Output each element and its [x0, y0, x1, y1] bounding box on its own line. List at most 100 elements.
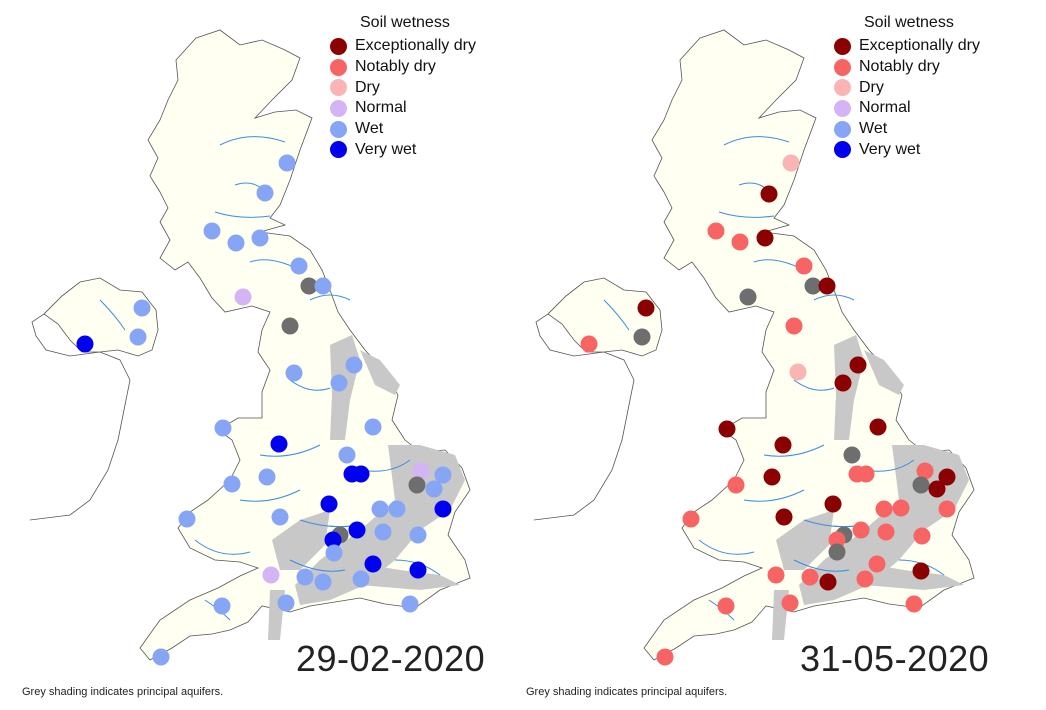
site-dot — [408, 476, 426, 494]
site-dot — [425, 480, 443, 498]
site-dot — [852, 521, 870, 539]
site-dot — [707, 222, 725, 240]
site-dot — [281, 317, 299, 335]
legend-dot-icon — [330, 99, 347, 117]
site-dot — [849, 356, 867, 374]
site-dot — [203, 222, 221, 240]
site-dot — [856, 570, 874, 588]
site-dot — [277, 594, 295, 612]
site-dot — [767, 566, 785, 584]
site-dot — [580, 335, 598, 353]
legend: Soil wetness Exceptionally dry Notably d… — [330, 14, 510, 160]
site-dot — [409, 526, 427, 544]
site-dot — [129, 328, 147, 346]
site-dot — [178, 510, 196, 528]
river — [718, 211, 775, 218]
northern-ireland — [547, 277, 663, 357]
river — [813, 294, 855, 301]
river — [214, 211, 271, 218]
legend-item-exceptionally-dry: Exceptionally dry — [834, 36, 1014, 57]
legend-item-dry: Dry — [834, 77, 1014, 98]
site-dot — [364, 555, 382, 573]
legend-item-very-wet: Very wet — [834, 139, 1014, 160]
site-dot — [434, 500, 452, 518]
site-dot — [843, 446, 861, 464]
site-dot — [756, 229, 774, 247]
site-dot — [912, 562, 930, 580]
site-dot — [804, 277, 822, 295]
site-dot — [739, 288, 757, 306]
ireland-coast — [29, 295, 131, 521]
site-dot — [875, 500, 893, 518]
site-dot — [330, 374, 348, 392]
legend-dot-icon — [834, 141, 851, 159]
legend-item-normal: Normal — [330, 98, 510, 119]
site-dot — [338, 446, 356, 464]
site-dot — [412, 462, 430, 480]
aquifer-shading — [776, 510, 834, 570]
site-dot — [801, 568, 819, 586]
site-dot — [795, 257, 813, 275]
aquifer-shading — [272, 510, 330, 570]
river — [219, 136, 286, 146]
site-dot — [731, 233, 749, 251]
site-dot — [300, 277, 318, 295]
great-britain — [139, 29, 471, 661]
site-dot — [262, 566, 280, 584]
site-dot — [133, 299, 151, 317]
site-dot — [785, 317, 803, 335]
aquifer-shading — [864, 350, 904, 395]
site-dot — [916, 462, 934, 480]
site-dot — [656, 648, 674, 666]
site-dot — [633, 328, 651, 346]
legend-item-notably-dry: Notably dry — [834, 57, 1014, 78]
site-dot — [727, 476, 745, 494]
legend-dot-icon — [330, 120, 347, 138]
aquifer-caption: Grey shading indicates principal aquifer… — [22, 686, 224, 698]
legend-dot-icon — [330, 58, 347, 76]
site-dot — [938, 468, 956, 486]
river — [289, 379, 331, 391]
site-dot — [296, 568, 314, 586]
site-dot — [828, 531, 846, 549]
site-dot — [763, 468, 781, 486]
site-dot — [781, 594, 799, 612]
legend-item-wet: Wet — [834, 119, 1014, 140]
site-dot — [256, 184, 274, 202]
site-dot — [912, 476, 930, 494]
map-date: 31-05-2020 — [800, 638, 990, 679]
river — [99, 299, 126, 331]
site-dot — [285, 364, 303, 382]
site-dot — [214, 419, 232, 437]
site-dot — [409, 561, 427, 579]
site-dot — [314, 573, 332, 591]
site-dot — [76, 335, 94, 353]
site-dot — [223, 475, 241, 493]
legend-item-very-wet: Very wet — [330, 139, 510, 160]
river — [743, 489, 805, 502]
legend: Soil wetness Exceptionally dry Notably d… — [834, 14, 1014, 160]
site-dot — [324, 531, 342, 549]
legend-dot-icon — [330, 141, 347, 159]
site-dot — [892, 499, 910, 517]
legend-item-dry: Dry — [330, 77, 510, 98]
site-dot — [314, 277, 332, 295]
site-dot — [782, 154, 800, 172]
map-panel-feb: Soil wetness Exceptionally dry Notably d… — [22, 14, 510, 698]
site-dot — [388, 500, 406, 518]
legend-item-normal: Normal — [834, 98, 1014, 119]
legend-dot-icon — [834, 99, 851, 117]
legend-item-wet: Wet — [330, 119, 510, 140]
legend-dot-icon — [834, 58, 851, 76]
site-dot — [227, 234, 245, 252]
northern-ireland — [43, 277, 159, 357]
site-dot — [824, 495, 842, 513]
site-dot — [320, 495, 338, 513]
site-dot — [348, 521, 366, 539]
site-dot — [401, 595, 419, 613]
legend-dot-icon — [330, 37, 347, 55]
site-dot — [869, 418, 887, 436]
legend-item-exceptionally-dry: Exceptionally dry — [330, 36, 510, 57]
map-panel-may: Soil wetness Exceptionally dry Notably d… — [504, 0, 1027, 710]
site-dot — [789, 363, 807, 381]
